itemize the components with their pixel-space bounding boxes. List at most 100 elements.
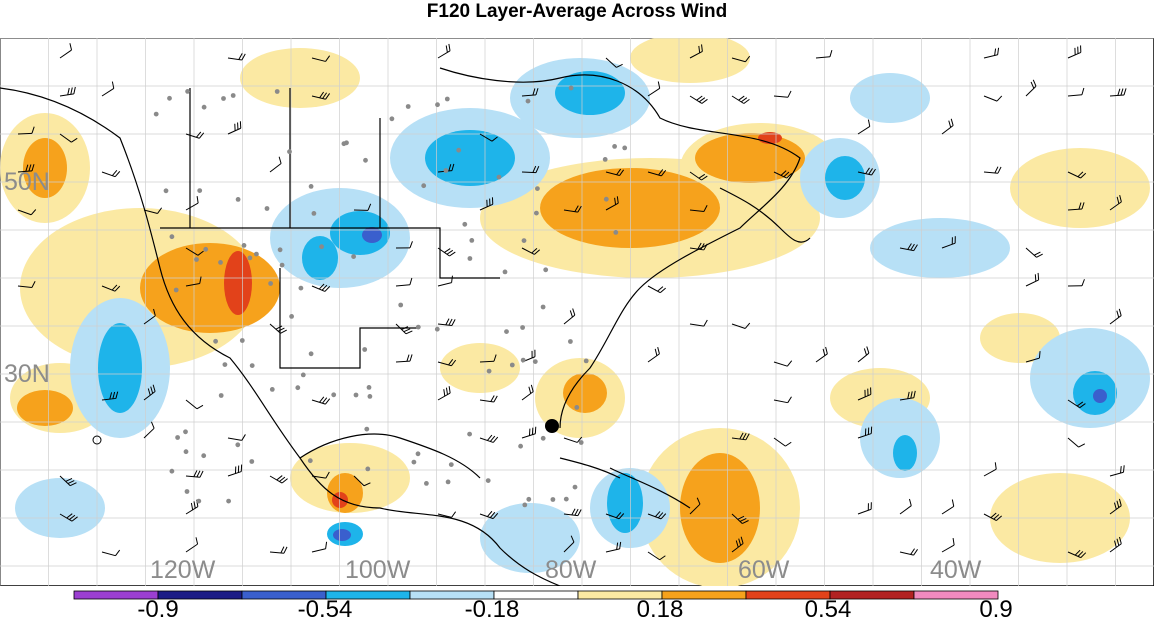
station-dot	[456, 148, 461, 153]
station-dot	[533, 359, 538, 364]
anomaly-region	[333, 529, 351, 541]
station-dot	[202, 105, 207, 110]
station-dot	[573, 485, 578, 490]
anomaly-region	[425, 130, 515, 186]
station-dot	[197, 188, 202, 193]
station-dot	[351, 254, 356, 259]
anomaly-region	[362, 227, 382, 243]
station-dot	[398, 303, 403, 308]
anomaly-region	[555, 71, 625, 115]
station-dot	[280, 263, 285, 268]
station-dot	[367, 385, 372, 390]
station-dot	[342, 141, 347, 146]
lon-label-120w: 120W	[150, 556, 215, 585]
station-dot	[289, 314, 294, 319]
anomaly-region	[540, 168, 720, 248]
colorbar-label: 0.54	[805, 596, 852, 624]
station-dot	[364, 427, 369, 432]
station-dot	[503, 270, 508, 275]
station-dot	[486, 478, 491, 483]
station-dot	[416, 451, 421, 456]
station-dot	[299, 286, 304, 291]
station-dot	[487, 369, 492, 374]
station-dot	[196, 499, 201, 504]
station-dot	[309, 184, 314, 189]
station-dot	[521, 358, 526, 363]
station-dot	[416, 325, 421, 330]
station-dot	[569, 86, 574, 91]
map-panel	[0, 38, 1154, 586]
anomaly-region	[224, 251, 252, 315]
station-dot	[219, 393, 224, 398]
station-dot	[362, 347, 367, 352]
station-dot	[175, 435, 180, 440]
station-dot	[248, 256, 253, 261]
station-dot	[242, 243, 247, 248]
anomaly-region	[850, 73, 930, 123]
station-dot	[223, 362, 228, 367]
station-dot	[518, 444, 523, 449]
station-dot	[365, 467, 370, 472]
colorbar-label: 0.18	[637, 596, 684, 624]
colorbar-label: 0.9	[979, 596, 1012, 624]
station-dot	[275, 89, 280, 94]
station-dot	[462, 222, 467, 227]
station-dot	[184, 449, 189, 454]
station-dot	[604, 197, 609, 202]
lon-label-80w: 80W	[545, 556, 596, 585]
anomaly-region	[332, 492, 348, 508]
station-dot	[236, 197, 241, 202]
colorbar-label: -0.18	[465, 596, 520, 624]
anomaly-region	[825, 156, 865, 200]
station-dot	[363, 158, 368, 163]
station-dot	[622, 146, 627, 151]
station-dot	[170, 469, 175, 474]
station-dot	[213, 339, 218, 344]
station-dot	[584, 359, 589, 364]
station-dot	[390, 116, 395, 121]
lat-label-30n: 30N	[4, 360, 50, 389]
station-dot	[574, 405, 579, 410]
anomaly-region	[695, 133, 805, 183]
anomaly-region	[302, 236, 338, 280]
station-dot	[522, 503, 527, 508]
station-dot	[449, 462, 454, 467]
station-dot	[312, 211, 317, 216]
station-dot	[319, 244, 324, 249]
station-dot	[568, 339, 573, 344]
station-dot	[412, 460, 417, 465]
station-dot	[250, 363, 255, 368]
station-dot	[520, 325, 525, 330]
anomaly-region	[15, 478, 105, 538]
station-dot	[613, 230, 618, 235]
lat-label-50n: 50N	[4, 168, 50, 197]
station-dot	[541, 436, 546, 441]
lon-label-40w: 40W	[930, 556, 981, 585]
station-dot	[203, 247, 208, 252]
station-dot	[504, 329, 509, 334]
station-dot	[254, 252, 259, 257]
colorbar-label: -0.9	[137, 596, 178, 624]
station-dot	[406, 104, 411, 109]
anomaly-region	[440, 343, 520, 393]
station-dot	[249, 459, 254, 464]
station-dot	[221, 96, 226, 101]
station-dot	[278, 247, 283, 252]
station-dot	[535, 186, 540, 191]
station-dot	[235, 442, 240, 447]
station-dot	[174, 288, 179, 293]
map-title: F120 Layer-Average Across Wind	[0, 0, 1154, 26]
station-dot	[510, 363, 515, 368]
anomaly-region	[240, 48, 360, 108]
anomaly-region	[1093, 389, 1107, 403]
station-dot	[435, 327, 440, 332]
station-dot	[164, 188, 169, 193]
anomaly-region	[1010, 148, 1150, 228]
station-dot	[444, 168, 449, 173]
lon-label-100w: 100W	[345, 556, 410, 585]
station-dot	[295, 385, 300, 390]
station-dot	[421, 183, 426, 188]
station-dot	[154, 112, 159, 117]
station-dot	[226, 499, 231, 504]
station-dot	[497, 175, 502, 180]
